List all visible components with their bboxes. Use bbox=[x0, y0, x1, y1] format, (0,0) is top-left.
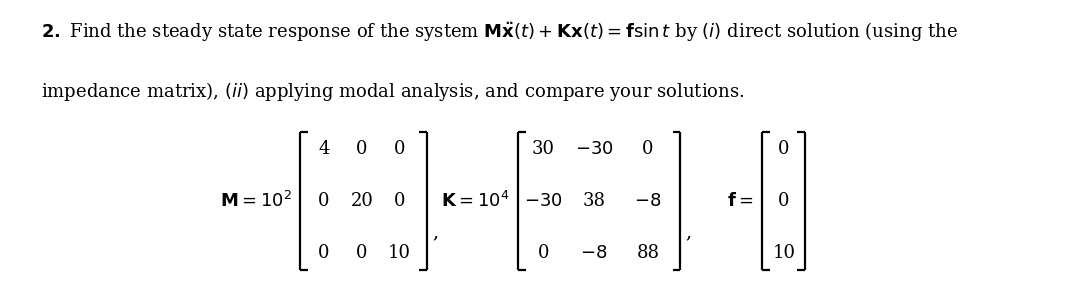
Text: 10: 10 bbox=[388, 244, 411, 261]
Text: $-30$: $-30$ bbox=[575, 140, 613, 158]
Text: 0: 0 bbox=[394, 192, 405, 210]
Text: 0: 0 bbox=[356, 244, 367, 261]
Text: $-8$: $-8$ bbox=[580, 244, 608, 261]
Text: $\mathbf{f}=$: $\mathbf{f}=$ bbox=[727, 192, 754, 210]
Text: $\mathbf{2.}$ Find the steady state response of the system $\mathbf{M\ddot{x}}(t: $\mathbf{2.}$ Find the steady state resp… bbox=[41, 20, 958, 43]
Text: 30: 30 bbox=[531, 140, 555, 158]
Text: impedance matrix), $(ii)$ applying modal analysis, and compare your solutions.: impedance matrix), $(ii)$ applying modal… bbox=[41, 80, 744, 103]
Text: 0: 0 bbox=[319, 244, 329, 261]
Text: 0: 0 bbox=[779, 192, 789, 210]
Text: $\mathbf{M}=10^2$: $\mathbf{M}=10^2$ bbox=[219, 191, 292, 211]
Text: ,: , bbox=[432, 224, 438, 241]
Text: $\mathbf{K}=10^4$: $\mathbf{K}=10^4$ bbox=[442, 191, 510, 211]
Text: 0: 0 bbox=[538, 244, 549, 261]
Text: 38: 38 bbox=[582, 192, 606, 210]
Text: 4: 4 bbox=[319, 140, 329, 158]
Text: 0: 0 bbox=[394, 140, 405, 158]
Text: ,: , bbox=[686, 224, 692, 241]
Text: $-30$: $-30$ bbox=[524, 192, 563, 210]
Text: 0: 0 bbox=[643, 140, 653, 158]
Text: 0: 0 bbox=[779, 140, 789, 158]
Text: 20: 20 bbox=[350, 192, 374, 210]
Text: 0: 0 bbox=[319, 192, 329, 210]
Text: 10: 10 bbox=[772, 244, 796, 261]
Text: 0: 0 bbox=[356, 140, 367, 158]
Text: 88: 88 bbox=[636, 244, 660, 261]
Text: $-8$: $-8$ bbox=[634, 192, 662, 210]
